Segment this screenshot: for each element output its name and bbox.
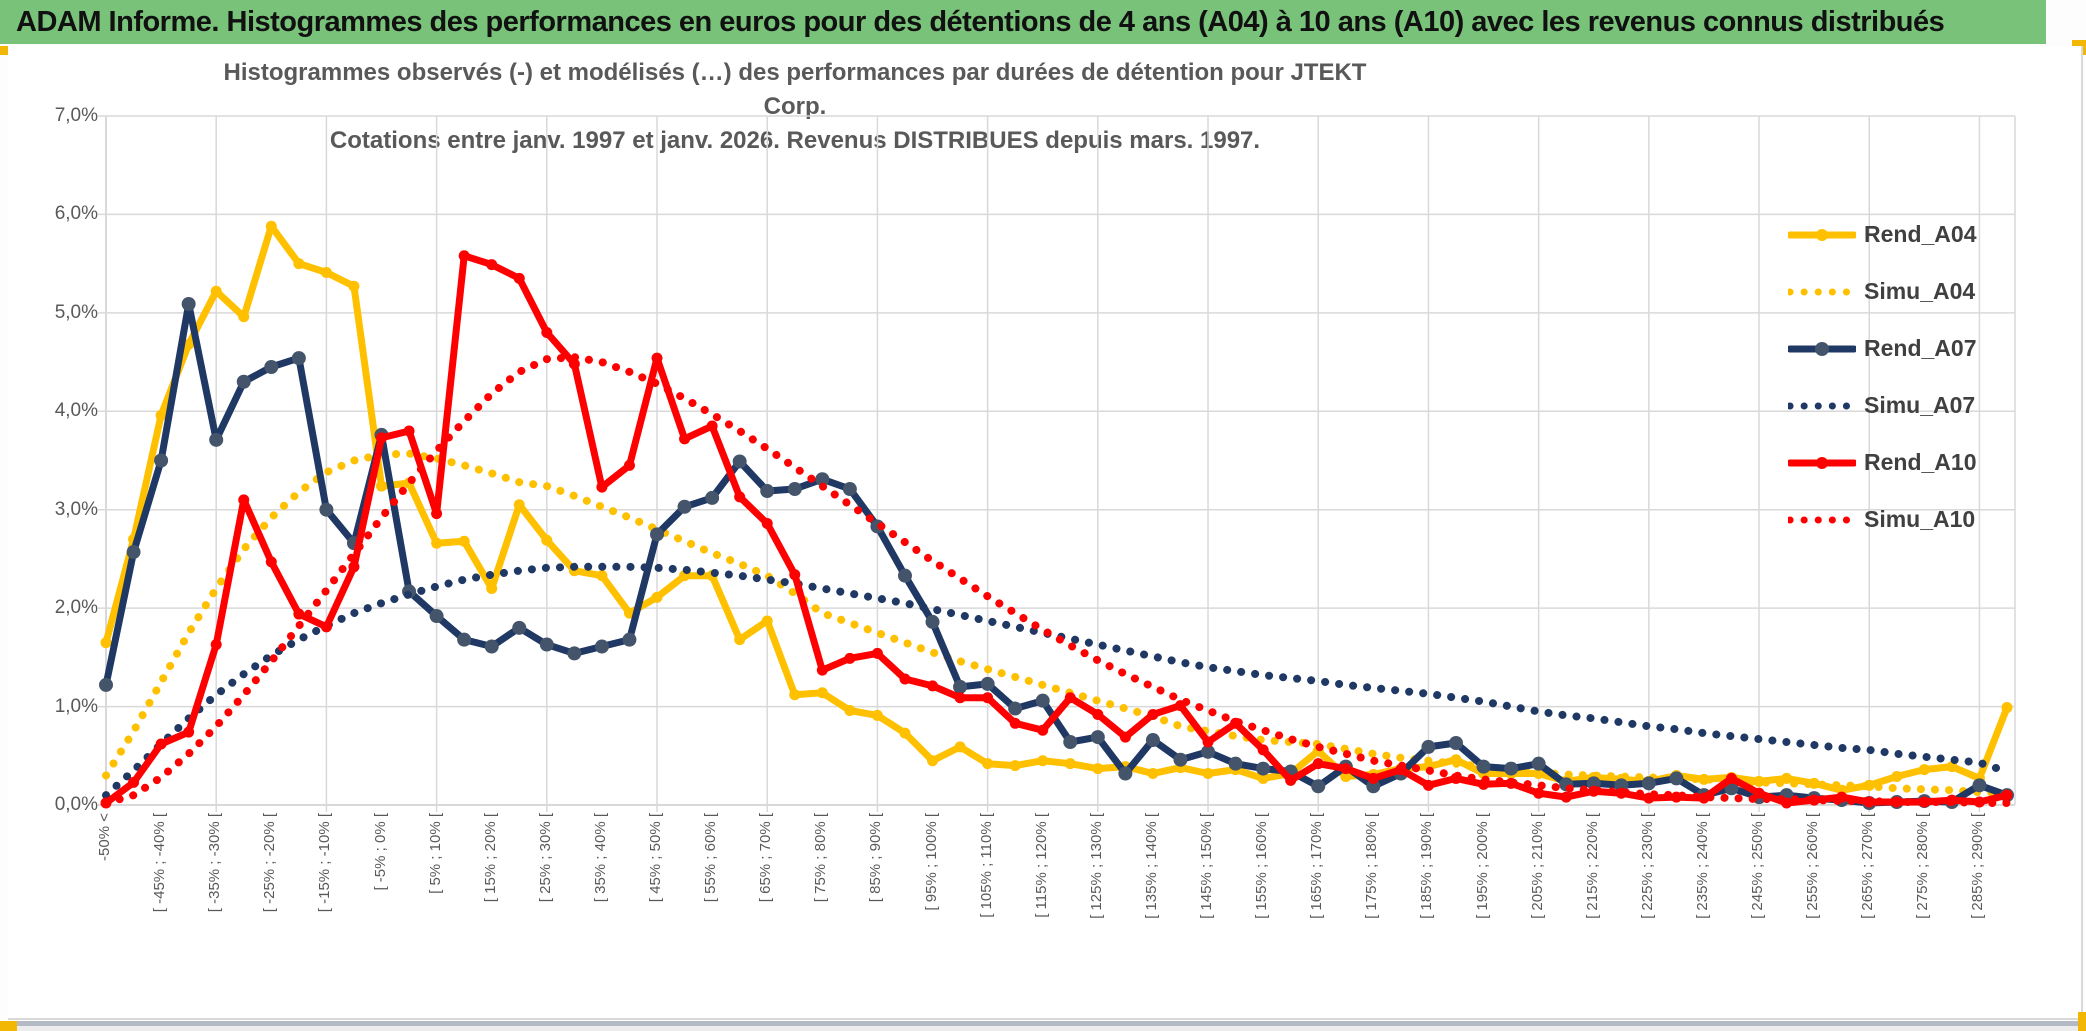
x-tick-label: [ 175% ; 180% [: [1363, 813, 1381, 919]
legend-label: Simu_A04: [1864, 278, 1976, 304]
chart-legend[interactable]: Rend_A04 Simu_A04 Rend_A07 Simu_A07 Rend_A10…: [1788, 206, 2038, 548]
x-tick-label: [ 165% ; 170% [: [1308, 813, 1326, 919]
chart-title-line2: Cotations entre janv. 1997 et janv. 2026…: [329, 127, 1261, 154]
x-tick-label: [ 15% ; 20% [: [481, 813, 499, 903]
x-tick-label: [ 85% ; 90% [: [867, 813, 885, 903]
legend-item-rend_a07[interactable]: Rend_A07: [1788, 320, 2038, 377]
legend-item-rend_a04[interactable]: Rend_A04: [1788, 206, 2038, 263]
legend-sample-dots: [1788, 282, 1856, 302]
legend-label: Rend_A10: [1864, 449, 1977, 475]
x-tick-label: [ 245% ; 250% [: [1749, 813, 1767, 919]
window-title: ADAM Informe. Histogrammes des performan…: [16, 5, 1945, 38]
y-tick-label: 0,0%: [54, 794, 98, 815]
x-tick-label: [ 155% ; 160% [: [1253, 813, 1271, 919]
legend-item-simu_a07[interactable]: Simu_A07: [1788, 377, 2038, 434]
x-tick-label: [ 215% ; 220% [: [1583, 813, 1601, 919]
x-tick-label: [ 135% ; 140% [: [1142, 813, 1160, 919]
x-tick-label: [ 5% ; 10% [: [426, 813, 444, 894]
x-tick-label: [ 195% ; 200% [: [1473, 813, 1491, 919]
legend-sample-line: [1788, 225, 1856, 245]
x-tick-label: [ 25% ; 30% [: [536, 813, 554, 903]
x-tick-label: [ -25% ; -20% [: [261, 813, 279, 913]
x-tick-label: [ 285% ; 290% [: [1969, 813, 1987, 919]
x-tick-label: [ 65% ; 70% [: [757, 813, 775, 903]
x-tick-label: [ 205% ; 210% [: [1528, 813, 1546, 919]
x-tick-label: -50% <: [96, 813, 113, 861]
x-tick-label: [ 145% ; 150% [: [1198, 813, 1216, 919]
y-tick-label: 7,0%: [54, 105, 98, 126]
legend-label: Simu_A07: [1864, 392, 1976, 418]
x-tick-label: [ 255% ; 260% [: [1804, 813, 1822, 919]
legend-label: Simu_A10: [1864, 506, 1976, 532]
x-tick-label: [ 105% ; 110% [: [977, 813, 995, 918]
y-tick-label: 5,0%: [54, 301, 98, 323]
x-tick-label: [ 55% ; 60% [: [702, 813, 720, 903]
x-tick-label: [ 265% ; 270% [: [1859, 813, 1877, 919]
series-rend_a04: [102, 222, 2011, 794]
y-tick-label: 4,0%: [54, 400, 98, 422]
legend-item-simu_a04[interactable]: Simu_A04: [1788, 263, 2038, 320]
y-tick-label: 2,0%: [54, 597, 98, 619]
legend-sample-dots: [1788, 396, 1856, 416]
x-tick-label: [ 275% ; 280% [: [1914, 813, 1932, 919]
legend-sample-dots: [1788, 510, 1856, 530]
bottom-band-blue-gray: [0, 1021, 2086, 1026]
x-tick-label: [ 235% ; 240% [: [1693, 813, 1711, 919]
x-tick-label: [ 225% ; 230% [: [1638, 813, 1656, 919]
y-tick-label: 3,0%: [54, 498, 98, 520]
x-tick-label: [ 95% ; 100% [: [922, 813, 940, 911]
window-title-bar: ADAM Informe. Histogrammes des performan…: [0, 0, 2046, 44]
y-tick-label: 1,0%: [54, 695, 98, 717]
x-tick-label: [ 45% ; 50% [: [647, 813, 664, 903]
legend-sample-line: [1788, 453, 1856, 473]
accent-bottom-left: [0, 1021, 17, 1031]
legend-item-simu_a10[interactable]: Simu_A10: [1788, 491, 2038, 548]
x-tick-label: [ 35% ; 40% [: [591, 813, 609, 903]
x-tick-label: [ -45% ; -40% [: [151, 813, 169, 913]
series-simu_a07: [102, 562, 2011, 800]
x-tick-label: [ 125% ; 130% [: [1087, 813, 1105, 919]
x-tick-label: [ 185% ; 190% [: [1418, 813, 1436, 919]
y-tick-label: 6,0%: [54, 203, 98, 225]
legend-label: Rend_A07: [1864, 335, 1977, 361]
legend-sample-line: [1788, 339, 1856, 359]
accent-top-left: [0, 46, 15, 55]
legend-item-rend_a10[interactable]: Rend_A10: [1788, 434, 2038, 491]
legend-label: Rend_A04: [1864, 221, 1977, 247]
x-tick-label: [ -15% ; -10% [: [316, 813, 334, 913]
series-simu_a04: [102, 449, 2011, 798]
series-simu_a10: [102, 353, 2011, 807]
x-tick-label: [ 115% ; 120% [: [1032, 813, 1050, 918]
x-tick-label: [ 75% ; 80% [: [812, 813, 830, 903]
accent-bottom-right: [2078, 1012, 2086, 1031]
series-rend_a07: [102, 300, 2011, 807]
x-tick-label: [ -35% ; -30% [: [206, 813, 224, 913]
bottom-band-light: [0, 1026, 2086, 1031]
x-tick-label: [ -5% ; 0% [: [371, 813, 389, 891]
